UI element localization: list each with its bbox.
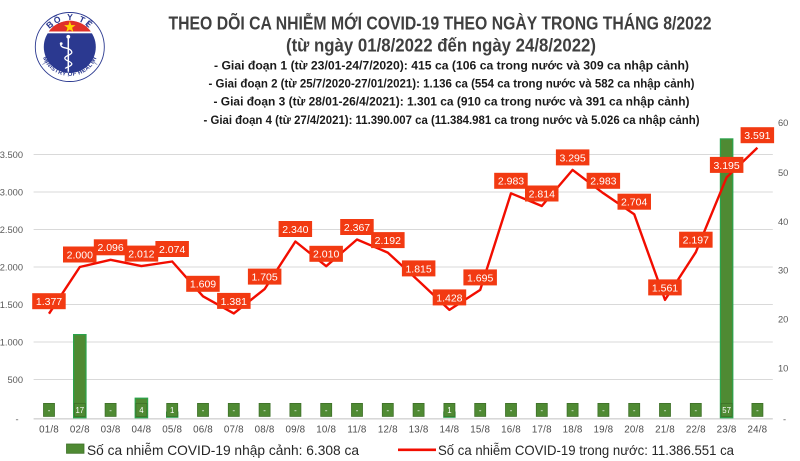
svg-text:2.000: 2.000 xyxy=(67,249,93,261)
svg-text:17/8: 17/8 xyxy=(532,424,552,435)
svg-text:-: - xyxy=(232,406,235,415)
svg-text:- Giai đoạn 1 (từ 23/01-24/7/2: - Giai đoạn 1 (từ 23/01-24/7/2020): 415 … xyxy=(214,58,689,72)
svg-text:4: 4 xyxy=(139,406,144,415)
svg-text:1.815: 1.815 xyxy=(405,263,431,275)
svg-text:14/8: 14/8 xyxy=(439,424,459,435)
svg-text:2.096: 2.096 xyxy=(97,242,123,254)
svg-text:2.367: 2.367 xyxy=(344,222,370,234)
svg-text:-: - xyxy=(540,406,543,415)
svg-text:2.814: 2.814 xyxy=(529,188,555,200)
svg-text:30: 30 xyxy=(778,266,788,276)
svg-text:-: - xyxy=(571,406,574,415)
svg-text:3.295: 3.295 xyxy=(559,152,585,164)
svg-text:(từ ngày 01/8/2022 đến ngày 24: (từ ngày 01/8/2022 đến ngày 24/8/2022) xyxy=(286,36,596,56)
svg-text:01/8: 01/8 xyxy=(39,424,59,435)
svg-text:40: 40 xyxy=(778,217,788,227)
svg-text:1.428: 1.428 xyxy=(436,292,462,304)
svg-text:2.012: 2.012 xyxy=(128,249,154,261)
svg-text:1.609: 1.609 xyxy=(190,279,216,291)
svg-text:1.381: 1.381 xyxy=(221,296,247,308)
svg-text:21/8: 21/8 xyxy=(655,424,675,435)
svg-text:1: 1 xyxy=(447,406,451,415)
svg-text:-: - xyxy=(48,406,51,415)
svg-text:2.983: 2.983 xyxy=(498,176,524,188)
svg-text:2.704: 2.704 xyxy=(621,197,647,209)
svg-text:23/8: 23/8 xyxy=(717,424,737,435)
svg-text:3.591: 3.591 xyxy=(744,130,770,142)
svg-text:50: 50 xyxy=(778,168,788,178)
svg-text:12/8: 12/8 xyxy=(378,424,398,435)
svg-text:500: 500 xyxy=(7,375,23,385)
svg-text:06/8: 06/8 xyxy=(193,424,213,435)
svg-text:Số ca nhiễm COVID-19 trong nướ: Số ca nhiễm COVID-19 trong nước: 11.386.… xyxy=(438,442,734,458)
svg-text:-: - xyxy=(756,406,759,415)
svg-text:3.500: 3.500 xyxy=(0,150,23,160)
svg-text:16/8: 16/8 xyxy=(501,424,521,435)
svg-text:05/8: 05/8 xyxy=(162,424,182,435)
svg-text:3.195: 3.195 xyxy=(713,160,739,172)
svg-text:15/8: 15/8 xyxy=(470,424,490,435)
svg-text:- Giai đoạn 4 (từ 27/4/2021):: - Giai đoạn 4 (từ 27/4/2021): 11.390.007… xyxy=(204,113,700,127)
svg-text:03/8: 03/8 xyxy=(101,424,121,435)
svg-text:2.000: 2.000 xyxy=(0,263,23,273)
svg-text:-: - xyxy=(263,406,266,415)
svg-text:19/8: 19/8 xyxy=(593,424,613,435)
svg-text:-: - xyxy=(694,406,697,415)
svg-text:11/8: 11/8 xyxy=(347,424,366,435)
svg-text:10: 10 xyxy=(778,364,788,374)
svg-text:60: 60 xyxy=(778,118,788,128)
svg-text:- Giai đoạn 2 (từ 25/7/2020-27: - Giai đoạn 2 (từ 25/7/2020-27/01/2021):… xyxy=(209,77,695,91)
svg-text:-: - xyxy=(602,406,605,415)
svg-text:20/8: 20/8 xyxy=(624,424,644,435)
svg-text:1: 1 xyxy=(170,406,174,415)
svg-text:2.192: 2.192 xyxy=(375,235,401,247)
svg-text:1.000: 1.000 xyxy=(0,338,23,348)
svg-text:1.377: 1.377 xyxy=(36,296,62,308)
svg-text:2.010: 2.010 xyxy=(313,249,339,261)
svg-text:08/8: 08/8 xyxy=(255,424,275,435)
svg-text:24/8: 24/8 xyxy=(747,424,767,435)
svg-text:22/8: 22/8 xyxy=(686,424,706,435)
svg-text:- Giai đoạn 3 (từ 28/01-26/4/2: - Giai đoạn 3 (từ 28/01-26/4/2021): 1.30… xyxy=(214,95,690,109)
svg-text:2.340: 2.340 xyxy=(282,224,308,236)
svg-text:1.561: 1.561 xyxy=(652,282,678,294)
svg-text:07/8: 07/8 xyxy=(224,424,244,435)
svg-text:-: - xyxy=(783,415,786,425)
svg-text:04/8: 04/8 xyxy=(131,424,151,435)
svg-text:Số ca nhiễm COVID-19 nhập cảnh: Số ca nhiễm COVID-19 nhập cảnh: 6.308 ca xyxy=(87,442,359,458)
svg-text:1.500: 1.500 xyxy=(0,300,23,310)
svg-text:-: - xyxy=(202,406,205,415)
svg-text:09/8: 09/8 xyxy=(285,424,305,435)
svg-text:-: - xyxy=(417,406,420,415)
svg-text:-: - xyxy=(294,406,297,415)
svg-text:-: - xyxy=(356,406,359,415)
svg-text:-: - xyxy=(510,406,513,415)
svg-text:2.074: 2.074 xyxy=(159,244,185,256)
svg-text:2.197: 2.197 xyxy=(683,235,709,247)
svg-text:3.000: 3.000 xyxy=(0,188,23,198)
svg-text:-: - xyxy=(664,406,667,415)
svg-text:-: - xyxy=(479,406,482,415)
svg-text:10/8: 10/8 xyxy=(316,424,336,435)
svg-text:18/8: 18/8 xyxy=(563,424,583,435)
svg-text:-: - xyxy=(325,406,328,415)
svg-text:1.695: 1.695 xyxy=(467,272,493,284)
svg-text:-: - xyxy=(15,415,18,425)
svg-text:2.983: 2.983 xyxy=(590,176,616,188)
svg-text:-: - xyxy=(109,406,112,415)
svg-text:-: - xyxy=(633,406,636,415)
svg-text:2.500: 2.500 xyxy=(0,225,23,235)
svg-text:THEO DÕI CA NHIỄM MỚI COVID-19: THEO DÕI CA NHIỄM MỚI COVID-19 THEO NGÀY… xyxy=(169,13,712,34)
svg-text:-: - xyxy=(386,406,389,415)
svg-text:1.705: 1.705 xyxy=(251,272,277,284)
svg-text:20: 20 xyxy=(778,315,788,325)
svg-text:17: 17 xyxy=(75,406,84,415)
svg-text:57: 57 xyxy=(722,406,731,415)
svg-text:13/8: 13/8 xyxy=(409,424,429,435)
svg-text:02/8: 02/8 xyxy=(70,424,90,435)
